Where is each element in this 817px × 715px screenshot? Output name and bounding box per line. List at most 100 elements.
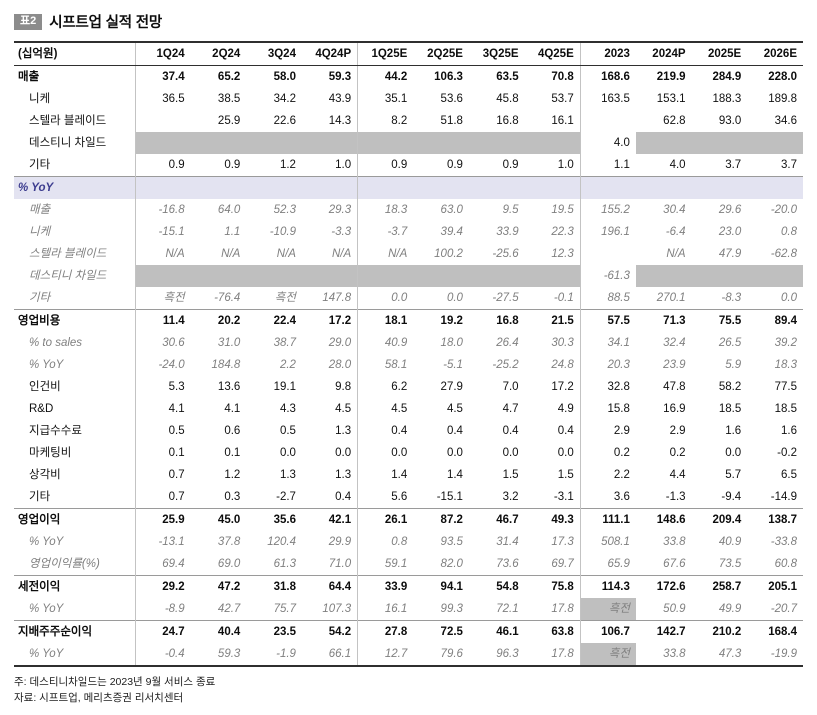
cell: 87.2: [413, 508, 469, 531]
table-row: 데스티니 차일드 -61.3: [14, 265, 803, 287]
table-row: 스텔라 블레이드 N/A N/A N/A N/A N/A 100.2 -25.6 12.3 N/A…: [14, 243, 803, 265]
cell: 9.5: [502, 204, 519, 216]
cell: 0.0: [524, 442, 581, 464]
cell: 155.2: [601, 204, 630, 216]
row-label: 영업이익: [14, 508, 136, 531]
cell: 4.5: [301, 398, 359, 420]
cell: 18.3: [384, 204, 408, 216]
table-row: R&D 4.1 4.1 4.3 4.5 4.5 4.5 4.7 4.9 15.8 16.9 18.5 1…: [14, 398, 803, 420]
cell: 270.1: [656, 292, 686, 304]
footnotes: 주: 데스티니차일드는 2023년 9월 서비스 종료 자료: 시프트업, 메리…: [14, 674, 803, 707]
cell: 4.7: [502, 403, 519, 415]
cell: 0.0: [502, 447, 519, 459]
cell: 209.4: [691, 508, 748, 531]
cell: 50.9: [663, 603, 686, 615]
cell: 120.4: [267, 536, 296, 548]
cell: 27.9: [440, 381, 463, 393]
cell: 0.6: [224, 425, 241, 437]
cell: [747, 176, 803, 199]
cell: 0.0: [725, 447, 742, 459]
cell: 508.1: [601, 536, 630, 548]
cell: 4.3: [279, 403, 296, 415]
cell: 0.3: [224, 491, 241, 503]
cell: 5.3: [168, 381, 185, 393]
cell: 63.8: [524, 620, 581, 643]
cell: 23.5: [246, 620, 302, 643]
cell: 1.4: [446, 469, 463, 481]
cell: 16.9: [663, 403, 686, 415]
cell: 75.5: [691, 309, 748, 332]
cell: 0.0: [391, 292, 408, 304]
cell: 2.9: [613, 425, 630, 437]
cell: 43.9: [301, 88, 359, 110]
column-header: 2025E: [691, 42, 748, 66]
cell: 4.1: [224, 403, 241, 415]
column-header: 4Q25E: [524, 42, 581, 66]
cell: 12.7: [384, 648, 408, 660]
cell: 54.8: [468, 575, 525, 598]
cell: 34.6: [774, 115, 797, 127]
cell: 69.7: [524, 553, 581, 576]
column-header: 2023: [580, 42, 636, 66]
cell: 4.5: [446, 403, 463, 415]
cell: [301, 176, 359, 199]
cell: 12.3: [524, 243, 581, 265]
cell: 23.0: [718, 226, 742, 238]
row-label: % YoY: [14, 354, 136, 376]
table-row: 스텔라 블레이드 25.9 22.6 14.3 8.2 51.8 16.8 16.1 62.8 9…: [14, 110, 803, 132]
column-header: 3Q25E: [468, 42, 525, 66]
cell: 1.2: [279, 159, 296, 171]
cell: -3.3: [301, 221, 359, 243]
cell: 59.3: [217, 648, 241, 660]
cell: 25.9: [217, 115, 241, 127]
row-label: 니케: [14, 221, 136, 243]
cell: -10.9: [269, 226, 296, 238]
cell: [524, 176, 581, 199]
cell: 20.3: [607, 359, 630, 371]
cell: 0.7: [168, 469, 185, 481]
cell: 29.0: [301, 332, 359, 354]
cell: [190, 176, 247, 199]
cell: 11.4: [135, 309, 191, 332]
cell: 0.4: [502, 425, 519, 437]
cell: 32.8: [607, 381, 630, 393]
cell: 35.1: [384, 93, 408, 105]
cell: 22.4: [246, 309, 302, 332]
cell: [413, 132, 469, 154]
cell: N/A: [165, 248, 185, 260]
cell: 45.8: [496, 93, 519, 105]
table-row: 매출 -16.8 64.0 52.3 29.3 18.3 63.0 9.5 19.5 155.2 3…: [14, 199, 803, 221]
row-label: 인건비: [14, 376, 136, 398]
cell: [635, 132, 692, 154]
cell: -15.1: [158, 226, 185, 238]
cell: 219.9: [656, 71, 686, 83]
cell: 1.0: [524, 154, 581, 177]
cell: 36.5: [162, 93, 185, 105]
cell: 18.1: [357, 309, 414, 332]
cell: 70.8: [524, 65, 581, 88]
cell: 29.2: [135, 575, 191, 598]
cell: N/A: [388, 248, 408, 260]
cell: -25.2: [492, 359, 519, 371]
cell: 34.2: [273, 93, 296, 105]
cell: 19.5: [524, 199, 581, 221]
cell: 17.3: [524, 531, 581, 553]
cell: 53.7: [524, 88, 581, 110]
table-row: 세전이익 29.2 47.2 31.8 64.4 33.9 94.1 54.8 75.8 114.…: [14, 575, 803, 598]
cell: [691, 176, 748, 199]
cell: -8.9: [164, 603, 185, 615]
cell: 18.5: [774, 403, 797, 415]
table-row: 기타 흑전 -76.4 흑전 147.8 0.0 0.0 -27.5 -0.1 88.5 270.1…: [14, 287, 803, 310]
cell: [580, 243, 636, 265]
row-label: 지배주주순이익: [14, 620, 136, 643]
cell: 24.8: [524, 354, 581, 376]
cell: [635, 265, 692, 287]
cell: 205.1: [747, 575, 803, 598]
cell: 1.6: [781, 425, 797, 437]
cell: 47.3: [718, 648, 742, 660]
cell: 89.4: [747, 309, 803, 332]
cell: [357, 132, 414, 154]
cell: 16.1: [524, 110, 581, 132]
cell: [468, 132, 525, 154]
cell: 0.9: [391, 159, 408, 171]
